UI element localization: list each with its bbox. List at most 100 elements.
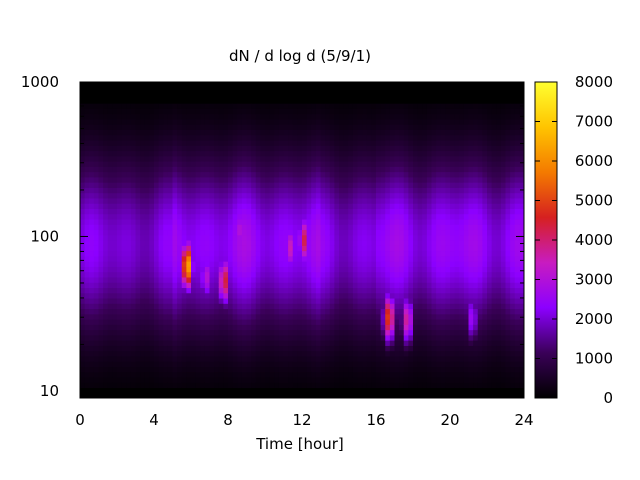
heatmap-cell [325,282,331,288]
heatmap-cell [362,187,368,194]
heatmap-cell [343,313,349,320]
heatmap-cell [339,261,345,267]
heatmap-cell [130,166,137,173]
heatmap-cell [121,371,127,378]
heatmap-cell [426,139,433,146]
heatmap-cell [195,161,201,167]
heatmap-cell [297,361,303,367]
heatmap-cell [251,245,257,252]
heatmap-cell [283,134,289,141]
heatmap-cell [371,208,377,215]
heatmap-cell [454,103,460,109]
heatmap-cell [385,345,391,352]
heatmap-cell [172,371,178,378]
heatmap-cell [283,340,289,346]
heatmap-cell [320,308,326,315]
heatmap-cell [93,218,100,225]
heatmap-cell [80,345,86,352]
heatmap-cell [431,282,437,288]
heatmap-cell [343,361,349,367]
heatmap-cell [265,150,271,157]
heatmap-cell [214,208,220,215]
heatmap-cell [320,82,326,88]
heatmap-cell [93,176,100,183]
heatmap-cell [84,197,90,204]
heatmap-cell [445,345,451,352]
heatmap-cell [385,103,391,109]
heatmap-cell [329,324,335,331]
heatmap-cell [394,392,400,398]
heatmap-cell [297,134,303,141]
heatmap-cell [440,292,446,299]
heatmap-cell [348,287,354,294]
heatmap-cell [112,197,118,204]
heatmap-cell [306,192,312,199]
heatmap-cell [339,234,345,241]
heatmap-cell [246,245,252,252]
heatmap-cell [320,371,326,378]
heatmap-cell [450,213,456,220]
heatmap-cell [237,313,243,320]
heatmap-cell [186,145,192,152]
heatmap-cell [241,229,248,236]
heatmap-cell [232,129,238,136]
heatmap-cell [158,350,164,357]
heatmap-cell [413,82,419,88]
heatmap-cell [167,203,174,209]
heatmap-cell [311,208,317,215]
heatmap-cell [191,82,197,88]
heatmap-cell [343,208,349,215]
heatmap-cell [357,245,363,252]
heatmap-cell [158,171,164,178]
heatmap-cell [89,176,95,183]
heatmap-cell [89,271,95,278]
heatmap-cell [218,229,224,236]
heatmap-cell [158,108,164,115]
heatmap-cell [126,176,132,183]
heatmap-cell [371,113,377,120]
heatmap-cell [403,129,409,136]
heatmap-cell [394,155,400,162]
heatmap-cell [302,366,308,373]
heatmap-cell [181,145,187,152]
heatmap-cell [329,224,335,231]
heatmap-cell [144,271,150,278]
heatmap-cell [320,240,326,246]
heatmap-cell [311,108,317,115]
heatmap-cell [445,324,451,331]
heatmap-cell [246,82,252,88]
heatmap-cell [297,97,303,104]
heatmap-cell [232,134,238,141]
heatmap-cell [163,166,169,173]
heatmap-cell [218,108,224,115]
heatmap-cell [413,329,419,336]
heatmap-cell [237,87,243,94]
heatmap-cell [426,297,433,304]
heatmap-cell [121,224,127,231]
heatmap-cell [278,376,285,383]
heatmap-cell [274,171,280,178]
heatmap-cell [241,182,248,188]
heatmap-cell [177,87,183,94]
heatmap-cell [181,371,187,378]
heatmap-cell [177,329,183,336]
heatmap-cell [426,276,433,283]
heatmap-cell [255,134,261,141]
heatmap-cell [315,197,322,204]
heatmap-cell [348,113,354,120]
heatmap-cell [181,203,187,209]
heatmap-cell [107,97,113,104]
heatmap-cell [459,203,465,209]
heatmap-cell [158,292,164,299]
heatmap-cell [121,340,127,346]
heatmap-cell [283,308,289,315]
heatmap-cell [315,366,322,373]
heatmap-cell [403,139,409,146]
heatmap-cell [422,218,428,225]
heatmap-cell [107,261,113,267]
heatmap-cell [172,282,178,288]
heatmap-cell [163,319,169,325]
heatmap-cell [380,155,386,162]
heatmap-cell [186,187,192,194]
heatmap-cell [93,345,100,352]
